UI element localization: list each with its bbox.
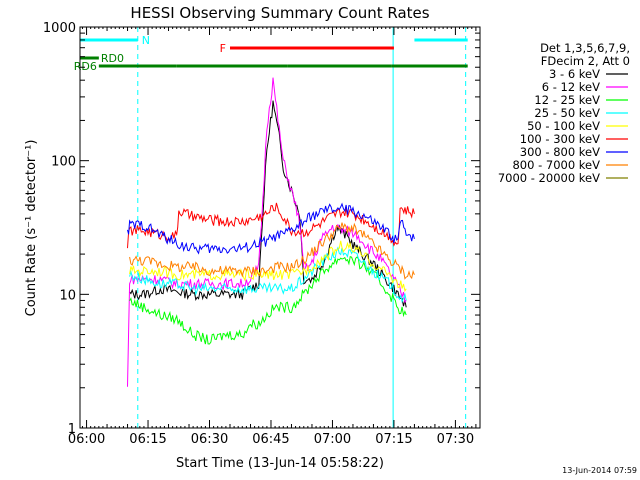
legend-entry-label-6: 300 - 800 keV (520, 145, 600, 159)
series-line-5 (127, 202, 415, 249)
series-line-7 (129, 222, 415, 280)
legend-entry-label-5: 100 - 300 keV (520, 132, 600, 146)
band-label-n: N (142, 34, 150, 47)
band-label-f: F (220, 42, 226, 55)
x-tick-label: 07:30 (437, 432, 474, 447)
x-tick-label: 06:30 (191, 432, 228, 447)
y-axis: 1 10 100 1000 (43, 21, 480, 437)
legend-entry-label-7: 800 - 7000 keV (512, 158, 600, 172)
legend-entry-label-0: 3 - 6 keV (549, 67, 600, 81)
series-line-0 (129, 100, 407, 308)
series-line-1 (127, 77, 407, 387)
band-label-rd6: RD6 (74, 60, 97, 73)
legend-entry-label-2: 12 - 25 keV (534, 93, 600, 107)
legend-entry-label-3: 25 - 50 keV (534, 106, 600, 120)
x-axis-label: Start Time (13-Jun-14 05:58:22) (176, 456, 384, 471)
plot-frame (79, 26, 481, 429)
x-tick-label: 06:45 (252, 432, 289, 447)
y-axis-label: Count Rate (s⁻¹ detector⁻¹) (24, 140, 39, 317)
series-line-6 (127, 202, 415, 255)
y-tick-label: 1000 (43, 21, 76, 36)
y-tick-label: 10 (59, 288, 76, 303)
y-tick-label: 1 (68, 422, 76, 437)
x-tick-label: 06:15 (129, 432, 166, 447)
legend-header-line-1: FDecim 2, Att 0 (541, 54, 630, 68)
chart-title: HESSI Observing Summary Count Rates (130, 4, 429, 22)
x-tick-label: 07:15 (375, 432, 412, 447)
legend-header-line-0: Det 1,3,5,6,7,9, (540, 41, 630, 55)
legend-entry-label-8: 7000 - 20000 keV (498, 171, 600, 185)
legend-entry-label-4: 50 - 100 keV (527, 119, 600, 133)
series-line-4 (129, 240, 407, 293)
legend: Det 1,3,5,6,7,9,FDecim 2, Att 03 - 6 keV… (498, 41, 630, 185)
band-label-rd0: RD0 (101, 52, 124, 65)
x-tick-label: 06:00 (68, 432, 105, 447)
plot-area: N F RD0 RD6 (74, 26, 481, 429)
series-line-2 (129, 256, 407, 345)
series-line-3 (129, 246, 407, 304)
x-tick-label: 07:00 (314, 432, 351, 447)
legend-entry-label-1: 6 - 12 keV (542, 80, 600, 94)
timestamp-label: 13-Jun-2014 07:59 (562, 466, 637, 475)
y-tick-label: 100 (51, 155, 76, 170)
x-axis: 06:00 06:15 06:30 06:45 07:00 07:15 07:30 (68, 27, 477, 447)
